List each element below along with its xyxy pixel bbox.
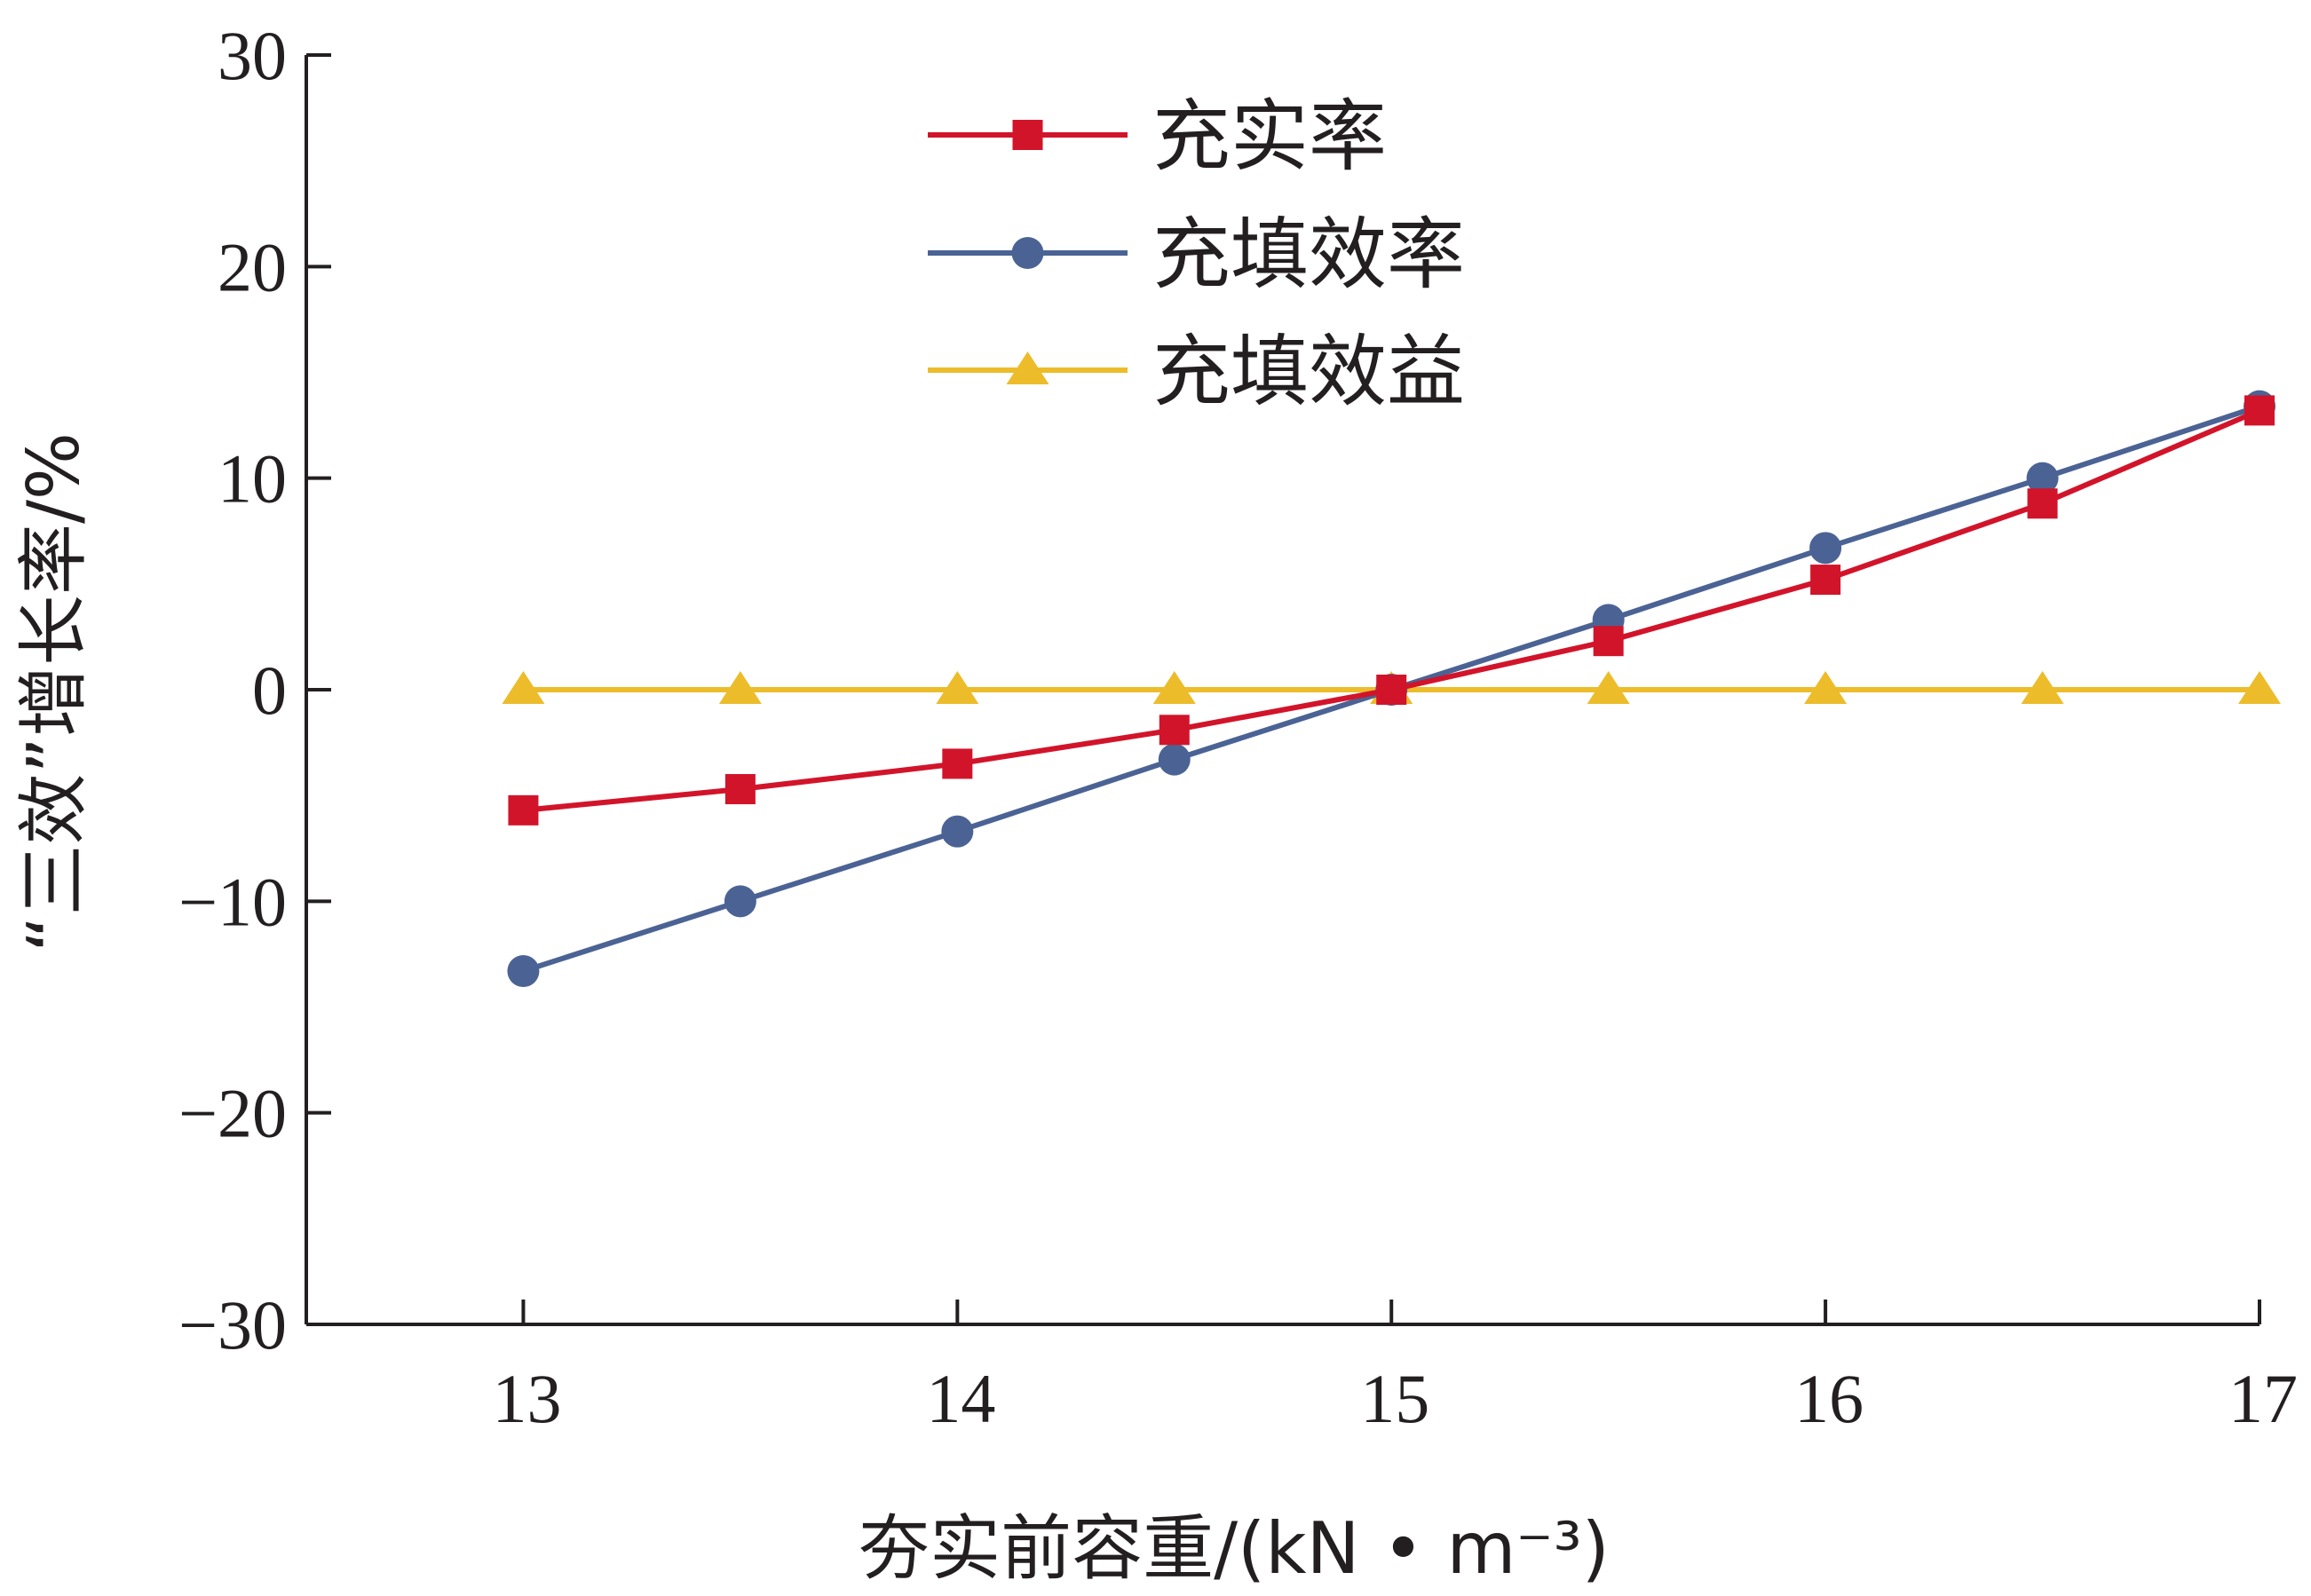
x-tick-label: 16 xyxy=(1794,1360,1864,1437)
axes: −30 −20 −10 0 10 20 30 13 14 15 16 17 xyxy=(178,17,2298,1437)
data-point-triangle xyxy=(936,671,979,704)
y-axis-title: “三效”增长率/% xyxy=(12,432,95,952)
data-point-square xyxy=(1810,565,1841,596)
x-tick-label: 17 xyxy=(2228,1360,2298,1437)
y-tick-label: −30 xyxy=(178,1286,287,1363)
legend-marker xyxy=(1012,120,1043,150)
x-tick-label: 14 xyxy=(926,1360,995,1437)
data-point-square xyxy=(2027,488,2058,519)
data-point-triangle xyxy=(718,671,762,704)
data-point-square xyxy=(942,748,973,779)
data-point-square xyxy=(724,774,756,805)
legend-label: 充填效率 xyxy=(1152,209,1465,300)
legend-item: 充实率 xyxy=(928,91,1387,182)
series-layer xyxy=(502,390,2281,987)
x-tick-label: 15 xyxy=(1360,1360,1429,1437)
data-point-square xyxy=(1593,626,1624,657)
y-tick-label: −10 xyxy=(178,863,287,940)
data-point-circle xyxy=(507,954,540,987)
data-point-circle xyxy=(2026,462,2059,494)
data-point-circle xyxy=(1158,743,1191,776)
y-tick-label: 20 xyxy=(218,228,287,305)
y-tick-label: 30 xyxy=(218,17,287,94)
legend-label: 充实率 xyxy=(1152,91,1387,182)
data-point-triangle xyxy=(1587,671,1630,704)
x-axis-title: 夯实前容重/(kN • m⁻³) xyxy=(859,1507,1610,1590)
data-point-circle xyxy=(724,885,756,918)
data-point-circle xyxy=(1809,532,1842,565)
data-point-triangle xyxy=(1804,671,1848,704)
y-tick-label: 0 xyxy=(252,652,287,729)
data-point-square xyxy=(508,794,539,826)
data-point-triangle xyxy=(502,671,545,704)
legend-label: 充填效益 xyxy=(1152,326,1465,417)
series-line xyxy=(523,407,2261,813)
data-point-square xyxy=(2244,395,2275,426)
data-point-square xyxy=(1159,715,1190,746)
data-point-square xyxy=(1376,675,1407,705)
data-point-triangle xyxy=(2238,671,2281,704)
series-square xyxy=(508,395,2275,826)
y-tick-label: −20 xyxy=(178,1075,287,1152)
data-point-triangle xyxy=(2021,671,2064,704)
y-tick-label: 10 xyxy=(218,440,287,518)
legend-item: 充填效率 xyxy=(928,209,1465,300)
legend-marker xyxy=(1006,352,1049,384)
x-tick-label: 13 xyxy=(492,1360,561,1437)
data-point-circle xyxy=(941,815,974,848)
legend-item: 充填效益 xyxy=(928,326,1465,417)
legend-marker xyxy=(1011,237,1044,269)
data-point-triangle xyxy=(1152,671,1196,704)
